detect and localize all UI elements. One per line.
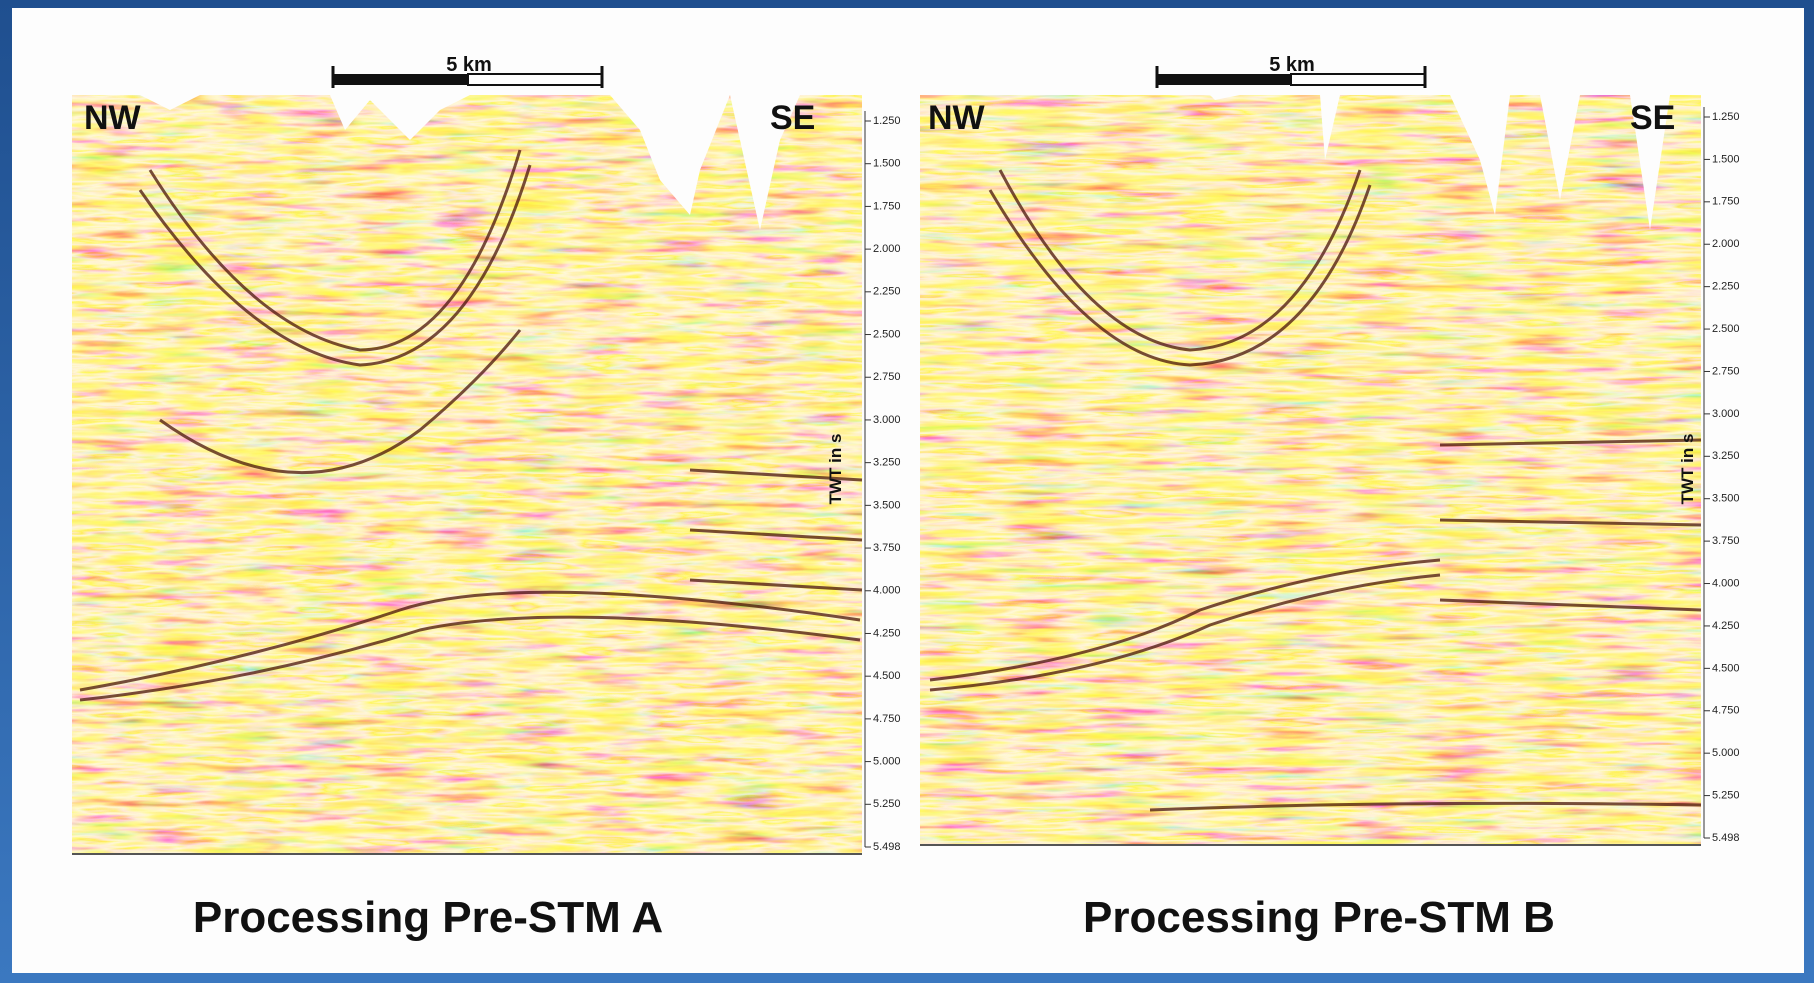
caption: Processing Pre-STM A: [193, 893, 663, 942]
tick-label: 3.250: [1712, 450, 1740, 462]
tick-label: 4.000: [873, 585, 901, 597]
direction-label: SE: [1630, 99, 1675, 137]
tick-label: 3.500: [1712, 493, 1740, 505]
tick-label: 1.750: [1712, 196, 1740, 208]
tick-label: 4.500: [873, 670, 901, 682]
tick-label: 3.750: [1712, 535, 1740, 547]
direction-label: NW: [928, 99, 986, 137]
tick-label: 2.750: [873, 371, 901, 383]
seismic-section: [72, 95, 863, 854]
scale-label: 5 km: [446, 54, 492, 76]
tick-label: 1.250: [873, 115, 901, 127]
tick-label: 2.750: [1712, 365, 1740, 377]
tick-label: 5.498: [1712, 832, 1740, 844]
seismic-section: [920, 95, 1702, 845]
tick-label: 2.000: [873, 243, 901, 255]
axis-label: TWT in s: [1678, 434, 1697, 505]
scale-bar: [331, 66, 604, 88]
tick-label: 3.000: [873, 414, 901, 426]
scale-label: 5 km: [1269, 54, 1315, 76]
tick-label: 5.250: [873, 798, 901, 810]
tick-label: 2.250: [873, 286, 901, 298]
tick-label: 1.250: [1712, 111, 1740, 123]
tick-label: 1.500: [1712, 153, 1740, 165]
direction-label: SE: [770, 99, 815, 137]
tick-label: 5.498: [873, 841, 901, 853]
caption: Processing Pre-STM B: [1083, 893, 1555, 942]
tick-label: 2.250: [1712, 281, 1740, 293]
tick-label: 4.250: [873, 627, 901, 639]
tick-label: 3.500: [873, 499, 901, 511]
tick-label: 4.000: [1712, 577, 1740, 589]
tick-label: 2.000: [1712, 238, 1740, 250]
scale-bar: [1155, 66, 1427, 88]
tick-label: 3.250: [873, 457, 901, 469]
tick-label: 4.750: [1712, 705, 1740, 717]
tick-label: 4.250: [1712, 620, 1740, 632]
tick-label: 5.250: [1712, 789, 1740, 801]
tick-label: 4.500: [1712, 662, 1740, 674]
direction-label: NW: [84, 99, 142, 137]
tick-label: 3.750: [873, 542, 901, 554]
tick-label: 3.000: [1712, 408, 1740, 420]
tick-label: 1.750: [873, 200, 901, 212]
tick-label: 5.000: [873, 755, 901, 767]
tick-label: 2.500: [873, 328, 901, 340]
tick-label: 4.750: [873, 713, 901, 725]
tick-label: 2.500: [1712, 323, 1740, 335]
tick-label: 5.000: [1712, 747, 1740, 759]
axis-label: TWT in s: [826, 434, 845, 505]
tick-label: 1.500: [873, 158, 901, 170]
